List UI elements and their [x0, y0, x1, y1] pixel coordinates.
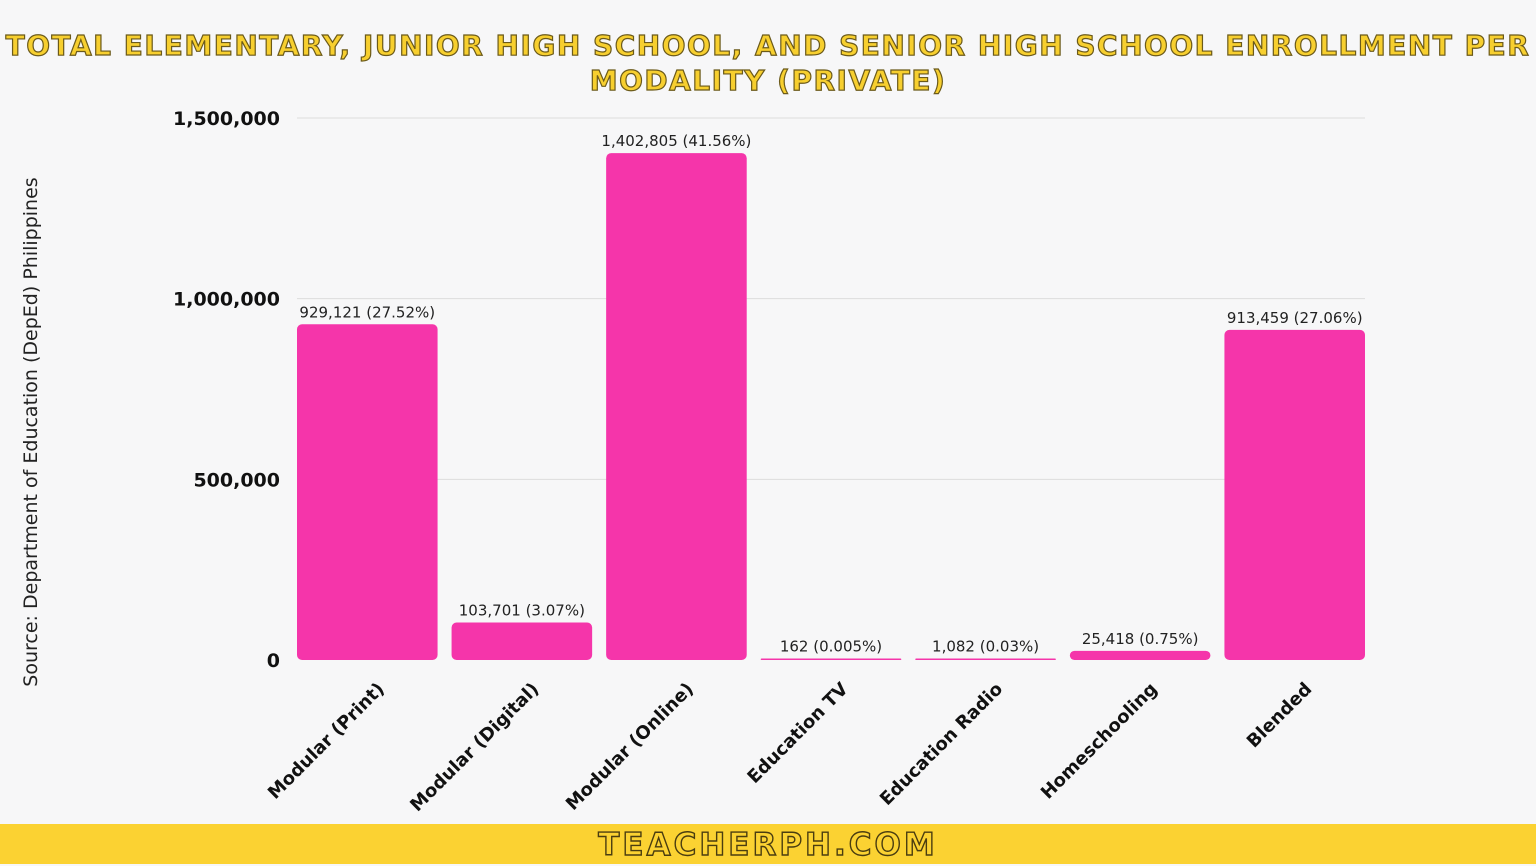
data-label: 913,459 (27.06%): [1227, 309, 1363, 327]
y-tick-label: 1,500,000: [173, 108, 280, 130]
data-label: 162 (0.005%): [780, 638, 882, 656]
data-label: 1,082 (0.03%): [932, 638, 1039, 656]
y-tick-label: 1,000,000: [173, 289, 280, 311]
data-label: 25,418 (0.75%): [1082, 630, 1199, 648]
x-tick-label: Modular (Digital): [406, 679, 543, 816]
footer-banner: TEACHERPH.COM: [0, 824, 1536, 864]
y-tick-label: 0: [267, 650, 280, 672]
data-label: 103,701 (3.07%): [459, 602, 585, 620]
x-tick-label: Modular (Print): [264, 679, 389, 804]
bar: [915, 658, 1056, 660]
bar: [760, 658, 902, 660]
data-label: 929,121 (27.52%): [299, 303, 435, 321]
y-tick-label: 500,000: [193, 469, 280, 491]
bar: [606, 153, 747, 660]
x-tick-label: Modular (Online): [562, 679, 698, 815]
footer-site: TEACHERPH.COM: [598, 826, 938, 863]
chart-title: TOTAL ELEMENTARY, JUNIOR HIGH SCHOOL, AN…: [5, 28, 1531, 97]
bar: [297, 324, 438, 660]
x-tick-label: Education TV: [743, 679, 852, 788]
bar: [1069, 650, 1211, 660]
bar: [451, 622, 593, 660]
x-tick-label: Homeschooling: [1037, 679, 1162, 804]
x-tick-label: Education Radio: [876, 679, 1007, 810]
data-label: 1,402,805 (41.56%): [601, 132, 751, 150]
x-tick-label: Blended: [1243, 679, 1316, 752]
bar: [1224, 329, 1365, 660]
